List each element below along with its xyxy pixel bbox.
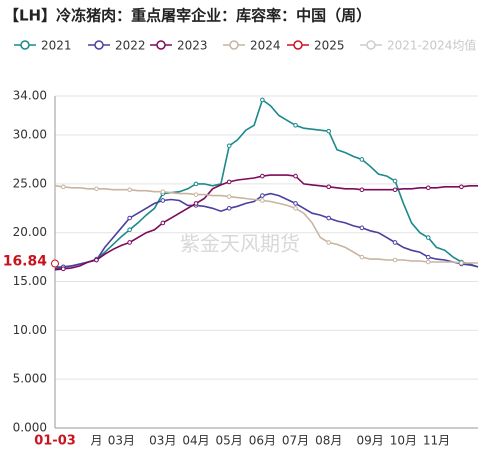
x-tick-label: 08月 bbox=[315, 434, 342, 448]
point-marker bbox=[293, 201, 298, 206]
legend-label[interactable]: 2021 bbox=[41, 39, 72, 53]
point-marker bbox=[260, 193, 265, 198]
point-marker bbox=[127, 215, 132, 221]
series-line bbox=[54, 192, 479, 270]
point-marker bbox=[160, 198, 166, 203]
point-marker bbox=[160, 189, 166, 194]
y-tick-label: 5.000 bbox=[13, 372, 47, 386]
point-marker bbox=[260, 198, 265, 203]
legend-label[interactable]: 2024 bbox=[250, 39, 281, 53]
point-marker bbox=[459, 184, 464, 190]
legend-marker bbox=[20, 40, 30, 50]
last-value-label: 16.84 bbox=[3, 254, 48, 270]
point-marker bbox=[226, 179, 232, 185]
point-marker bbox=[293, 173, 298, 179]
point-marker bbox=[226, 194, 232, 199]
legend-label[interactable]: 2023 bbox=[177, 39, 208, 53]
chart-title: 【LH】冷冻猪肉：重点屠宰企业：库容率：中国（周） bbox=[4, 7, 371, 25]
legend-marker bbox=[94, 40, 104, 50]
point-marker bbox=[326, 240, 332, 245]
point-marker bbox=[51, 259, 59, 268]
x-tick-label: 01-03 bbox=[34, 434, 76, 449]
x-tick-label: 04月 bbox=[182, 434, 209, 448]
point-marker bbox=[425, 254, 431, 260]
point-marker bbox=[359, 187, 365, 193]
y-tick-label: 0.000 bbox=[13, 421, 47, 435]
y-tick-label: 15.00 bbox=[13, 274, 47, 288]
point-marker bbox=[293, 122, 298, 128]
point-marker bbox=[60, 184, 66, 190]
point-marker bbox=[193, 192, 199, 197]
point-marker bbox=[359, 254, 365, 260]
x-tick-label: 06月 bbox=[249, 434, 276, 448]
x-tick-label: 03月 bbox=[108, 434, 135, 448]
point-marker bbox=[425, 259, 431, 265]
legend-marker bbox=[366, 40, 376, 50]
legend-marker bbox=[293, 40, 303, 50]
legend-marker bbox=[229, 40, 239, 50]
y-tick-label: 30.00 bbox=[13, 128, 47, 142]
point-marker bbox=[392, 257, 398, 263]
legend-label[interactable]: 2022 bbox=[115, 39, 146, 53]
point-marker bbox=[260, 97, 265, 103]
x-tick-label: 05月 bbox=[216, 434, 243, 448]
point-marker bbox=[425, 235, 431, 240]
point-marker bbox=[226, 205, 232, 211]
legend-label[interactable]: 2021-2024均值 bbox=[387, 38, 476, 53]
point-marker bbox=[193, 181, 199, 187]
point-marker bbox=[127, 240, 132, 245]
point-marker bbox=[392, 178, 398, 184]
point-marker bbox=[359, 157, 365, 162]
point-marker bbox=[425, 185, 431, 191]
y-tick-label: 10.00 bbox=[13, 323, 47, 337]
y-tick-label: 34.00 bbox=[13, 89, 47, 103]
x-tick-label: 09月 bbox=[357, 434, 384, 448]
watermark: 紫金天风期货 bbox=[180, 232, 300, 256]
y-tick-label: 25.00 bbox=[13, 176, 47, 190]
point-marker bbox=[94, 186, 99, 192]
point-marker bbox=[293, 205, 298, 211]
point-marker bbox=[459, 260, 464, 266]
series-line bbox=[55, 98, 479, 268]
series-line bbox=[54, 185, 478, 264]
x-tick-label: 11月 bbox=[423, 434, 450, 448]
point-marker bbox=[326, 215, 332, 221]
point-marker bbox=[94, 257, 99, 263]
point-marker bbox=[392, 187, 398, 193]
point-marker bbox=[127, 187, 132, 193]
point-marker bbox=[60, 266, 66, 272]
point-marker bbox=[392, 240, 398, 245]
series-line bbox=[54, 174, 478, 271]
point-marker bbox=[160, 220, 166, 226]
x-tick-label: 07月 bbox=[282, 434, 309, 448]
point-marker bbox=[359, 225, 365, 231]
point-marker bbox=[260, 173, 265, 179]
point-marker bbox=[326, 128, 332, 134]
point-marker bbox=[226, 143, 232, 149]
y-tick-label: 20.00 bbox=[13, 225, 47, 239]
x-tick-label: 月 bbox=[90, 434, 102, 448]
legend-marker bbox=[156, 40, 166, 50]
point-marker bbox=[127, 227, 132, 233]
x-tick-label: 03月 bbox=[149, 434, 176, 448]
x-tick-label: 10月 bbox=[390, 434, 417, 448]
point-marker bbox=[193, 201, 199, 206]
legend-label[interactable]: 2025 bbox=[314, 39, 345, 53]
point-marker bbox=[326, 184, 332, 190]
